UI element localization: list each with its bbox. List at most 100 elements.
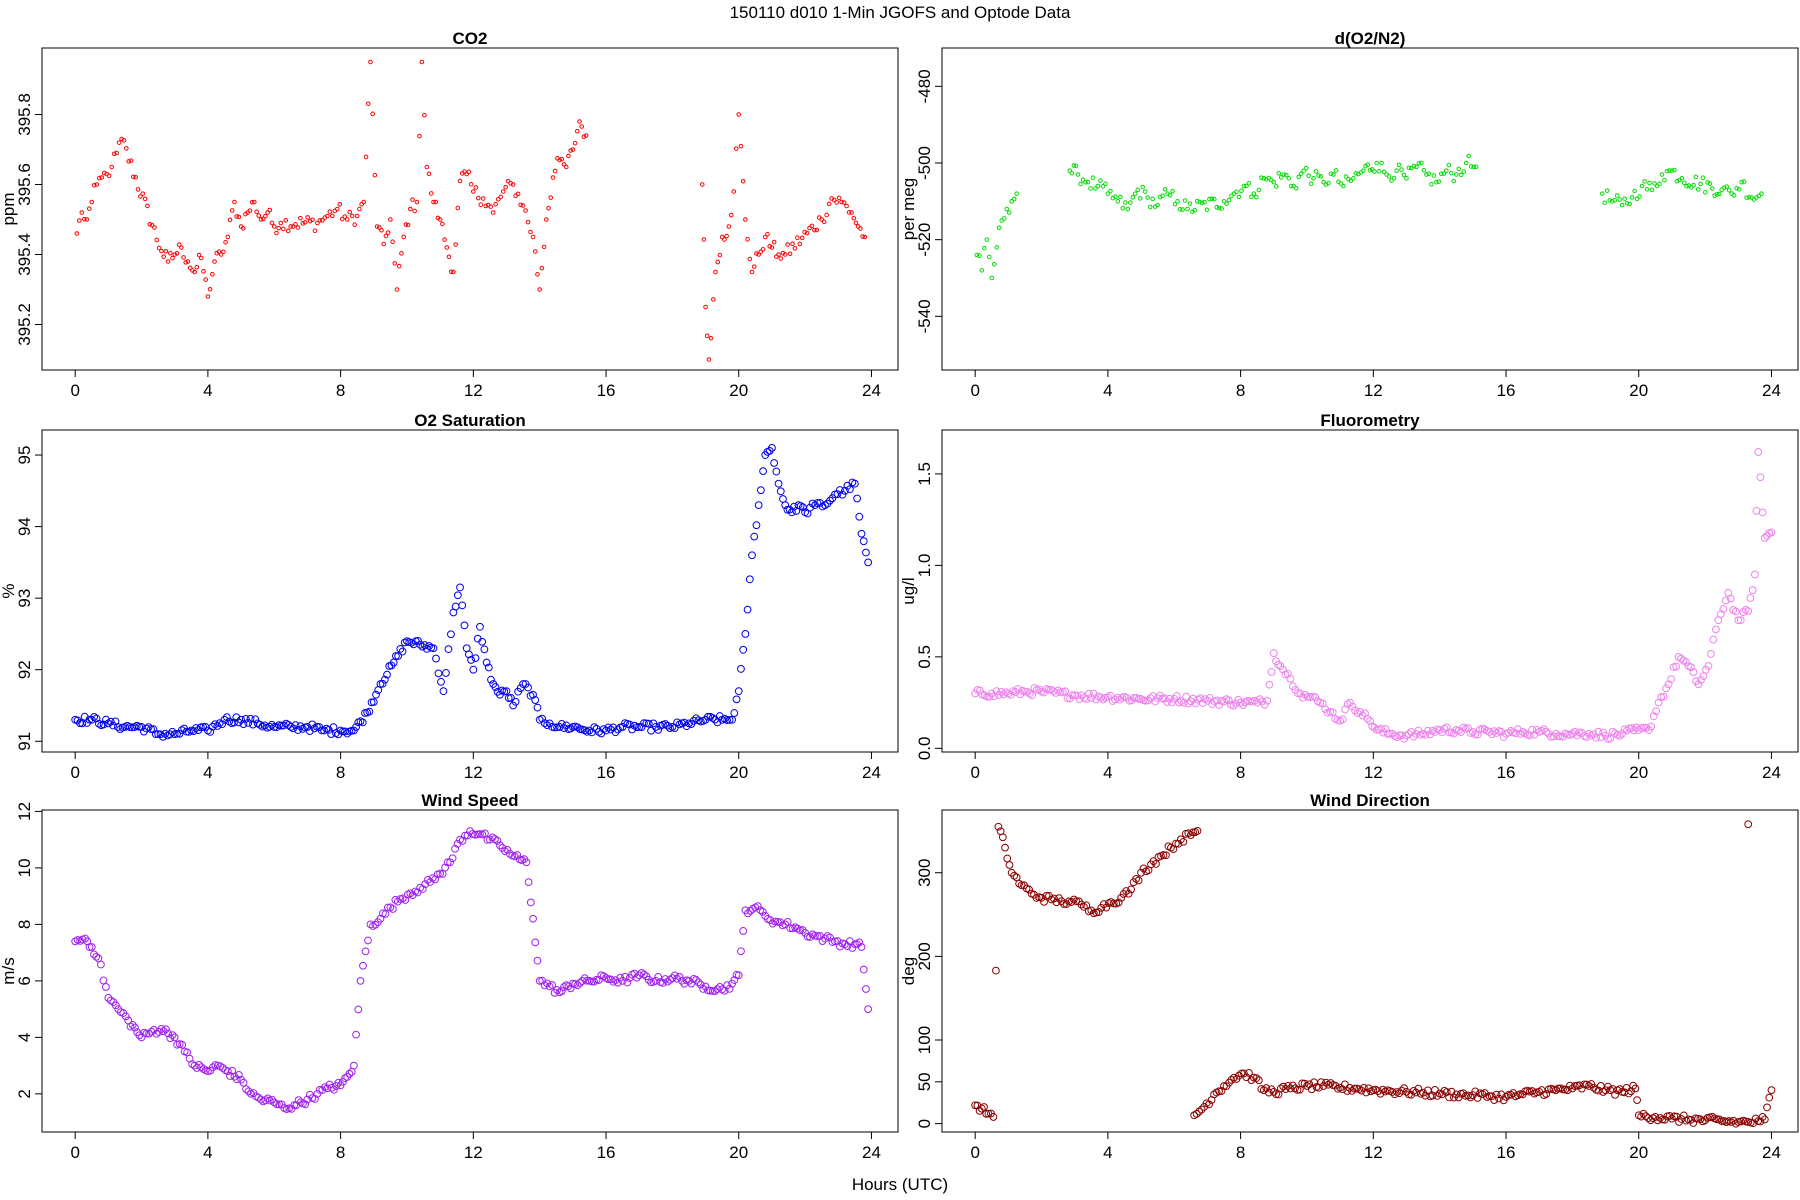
fluorometry-point [1141,696,1150,705]
wind-direction-point [1322,1078,1330,1087]
wind-speed-point [234,1070,243,1079]
d-o2-n2-point [1439,171,1444,177]
fluorometry-point [1689,668,1698,677]
co2-point [106,173,112,179]
co2-point [749,269,755,275]
fluorometry-point [1111,695,1119,704]
wind-direction-point [1217,1087,1226,1095]
d-o2-n2-point [1448,170,1454,176]
co2-point [583,133,589,138]
fluorometry-point [1269,649,1278,658]
d-o2-n2-point [1667,168,1672,173]
fluorometry-point [1263,696,1272,705]
wind-direction-point [1350,1084,1359,1093]
fluorometry-point [1421,730,1430,739]
co2-point [274,230,279,236]
d-o2-n2-point [1759,191,1764,196]
fluorometry-point [1177,697,1186,705]
co2-point [515,191,521,197]
d-o2-n2-point [1226,197,1232,203]
o2-saturation-point [476,622,484,631]
wind-speed-point [566,984,575,993]
wind-speed-point [862,985,870,993]
wind-direction-point [1176,835,1185,844]
d-o2-n2-point [1614,193,1620,198]
co2-point [722,237,727,242]
co2-y-tick-label: 395.6 [15,163,34,206]
co2-point [851,215,857,221]
fluorometry-point [1767,528,1776,537]
fluorometry-point [1198,699,1207,707]
fluorometry-point [1528,725,1536,734]
co2-point [330,213,335,219]
wind-direction-point [1288,1081,1297,1090]
co2-point [260,216,266,222]
o2-saturation-point [241,714,250,723]
fluorometry-point [1719,605,1728,613]
wind-speed-point [553,986,561,994]
o2-saturation-point [540,719,549,728]
co2-point [557,157,562,163]
wind-speed-point [473,830,482,839]
wind-direction-point [1117,893,1126,902]
o2-saturation-point [460,621,469,630]
co2-point [520,203,526,208]
co2-point [568,148,573,153]
d-o2-n2-point [1341,183,1346,189]
wind-speed-point [564,982,573,991]
wind-speed-plot-frame [41,809,899,1133]
co2-point [315,220,320,226]
wind-speed-x-tick-label: 0 [70,1143,79,1162]
d-o2-n2-point [1629,195,1635,200]
wind-speed-point [463,831,472,840]
co2-point [740,178,746,184]
d-o2-n2-point [1644,187,1650,192]
wind-speed-point [159,1027,168,1036]
co2-point [787,251,793,257]
d-o2-n2-point [1604,188,1610,193]
o2-saturation-point [647,726,655,735]
d-o2-n2-point [1617,197,1622,202]
wind-direction-point [1563,1086,1572,1095]
o2-saturation-point [237,715,245,724]
fluorometry-x-tick-label: 8 [1236,763,1245,782]
fluorometry-point [1435,726,1444,734]
wind-speed-y-tick-label: 10 [15,858,34,877]
wind-speed-point [711,987,719,995]
wind-speed-point [640,970,648,979]
wind-speed-point [232,1075,241,1084]
d-o2-n2-x-tick-label: 12 [1364,381,1383,400]
wind-direction-point [1744,820,1753,829]
co2-point [320,218,325,223]
wind-speed-point [623,978,632,987]
o2-saturation-point [416,640,425,649]
co2-point [844,203,849,209]
wind-direction-x-tick-label: 0 [970,1143,979,1162]
wind-direction-point [1585,1082,1593,1090]
d-o2-n2-point [1726,187,1732,193]
d-o2-n2-point [1261,176,1267,181]
d-o2-n2-point [1714,192,1720,197]
fluorometry-y-tick-label: 0.0 [915,737,934,761]
wind-direction-point [1291,1084,1300,1093]
wind-direction-x-axis: 0 4 8 12 16 20 24 [970,1131,1781,1162]
d-o2-n2-x-tick-label: 4 [1103,381,1112,400]
d-o2-n2-point [979,268,985,273]
fluorometry-point [1381,725,1390,733]
co2-point [821,219,827,225]
d-o2-n2-point [1011,196,1017,202]
o2-saturation-point [841,486,849,495]
wind-direction-point [994,822,1003,831]
o2-saturation-point [759,467,767,476]
wind-direction-point [1348,1086,1356,1095]
fluorometry-x-tick-label: 4 [1103,763,1112,782]
co2-plot-frame [41,47,899,371]
o2-saturation-point [654,725,663,734]
o2-saturation-point [838,490,847,499]
co2-point [736,112,742,117]
d-o2-n2-point [1461,169,1467,174]
co2-point [719,234,725,240]
o2-saturation-point [372,690,380,699]
wind-speed-point [793,924,802,933]
co2-point [431,199,436,205]
